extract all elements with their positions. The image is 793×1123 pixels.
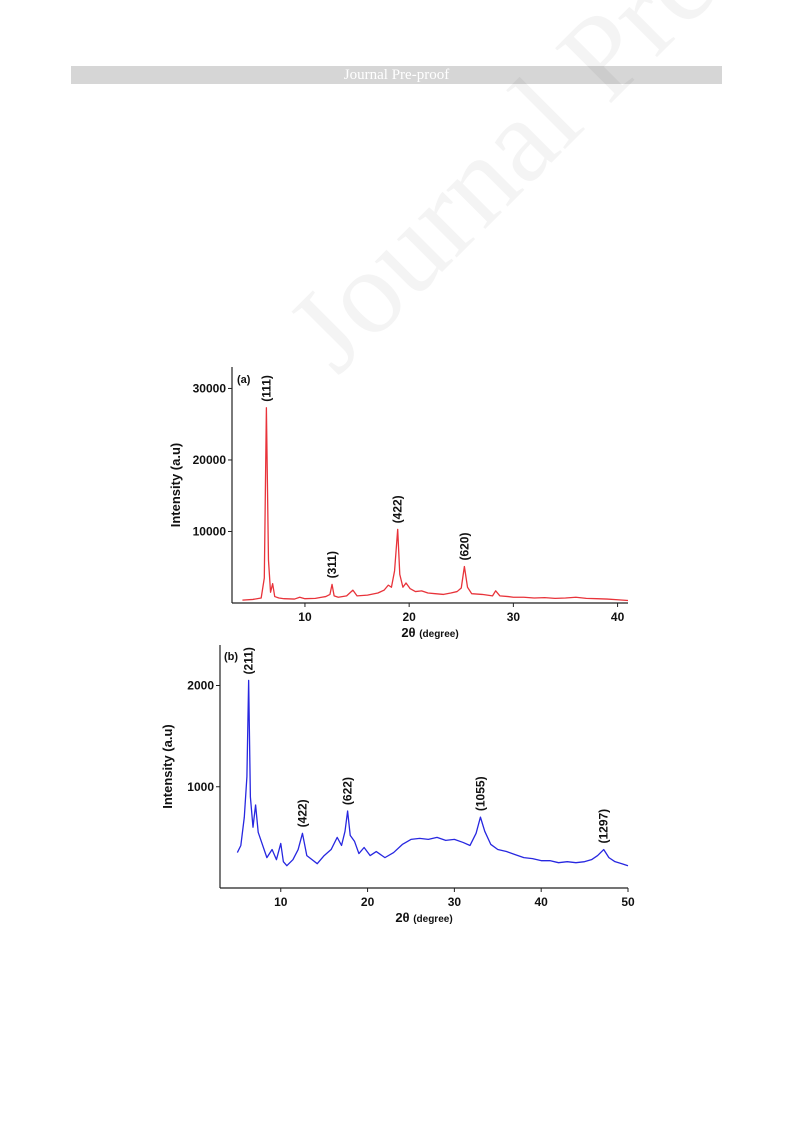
chart-b-x-tick-label: 30: [448, 895, 462, 909]
chart-b-peak-label: (211): [242, 647, 256, 674]
chart-b-x-tick-label: 40: [535, 895, 549, 909]
chart-b-peak-label: (422): [295, 799, 309, 827]
chart-a-peak-label: (111): [259, 375, 273, 402]
chart-b-peak-label: (1297): [597, 809, 611, 844]
chart-b-y-tick-label: 2000: [187, 679, 214, 693]
journal-header-bar: Journal Pre-proof: [71, 66, 722, 84]
chart-a-peak-label: (311): [325, 551, 339, 578]
chart-b-peak-label: (1055): [473, 776, 487, 811]
chart-b-y-tick-label: 1000: [187, 780, 214, 794]
chart-b-x-tick-label: 10: [274, 895, 288, 909]
chart-a-y-tick-label: 20000: [193, 453, 227, 467]
chart-b-panel-label: (b): [224, 651, 238, 663]
chart-a-x-tick-label: 10: [298, 610, 312, 624]
chart-a-panel-label: (a): [237, 374, 251, 386]
chart-a-peak-label: (422): [391, 495, 405, 523]
chart-a-peak-label: (620): [457, 533, 471, 561]
journal-header-title: Journal Pre-proof: [343, 67, 450, 83]
chart-a-y-axis-title: Intensity (a.u): [168, 443, 183, 528]
chart-b-peak-label: (622): [341, 777, 355, 805]
chart-a-x-tick-label: 20: [402, 610, 416, 624]
chart-a-y-tick-label: 10000: [193, 524, 227, 538]
chart-b-y-axis-title: Intensity (a.u): [160, 724, 175, 809]
chart-a-x-tick-label: 40: [611, 610, 625, 624]
chart-a-x-axis-title: 2θ (degree): [401, 625, 458, 640]
chart-b-x-tick-label: 20: [361, 895, 375, 909]
chart-a-y-tick-label: 30000: [193, 381, 227, 395]
chart-a-series-line: [242, 407, 629, 602]
chart-b-series-line: [236, 679, 629, 867]
chart-b-x-axis-title: 2θ (degree): [395, 910, 452, 925]
chart-a-x-tick-label: 30: [507, 610, 521, 624]
chart-b-x-tick-label: 50: [621, 895, 635, 909]
